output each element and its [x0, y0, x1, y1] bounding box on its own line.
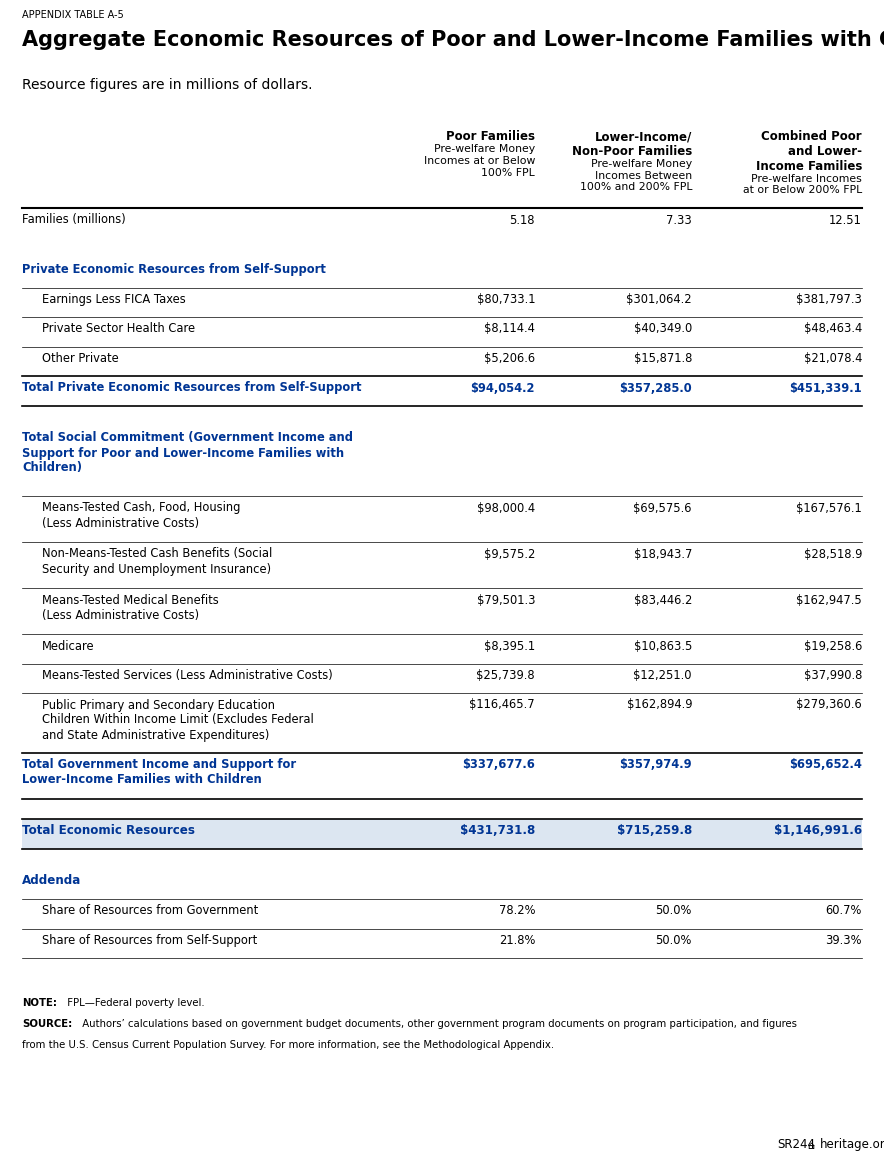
Text: Total Government Income and Support for
Lower-Income Families with Children: Total Government Income and Support for … [22, 759, 296, 787]
Text: Share of Resources from Self-Support: Share of Resources from Self-Support [42, 934, 257, 946]
Text: $12,251.0: $12,251.0 [634, 669, 692, 682]
Text: $162,894.9: $162,894.9 [627, 699, 692, 712]
Text: Earnings Less FICA Taxes: Earnings Less FICA Taxes [42, 293, 186, 306]
Text: Pre-welfare Incomes
at or Below 200% FPL: Pre-welfare Incomes at or Below 200% FPL [743, 174, 862, 195]
Text: $162,947.5: $162,947.5 [796, 594, 862, 607]
Text: Private Economic Resources from Self-Support: Private Economic Resources from Self-Sup… [22, 263, 326, 277]
Text: $19,258.6: $19,258.6 [804, 640, 862, 652]
Text: SR244: SR244 [777, 1138, 815, 1151]
Text: 60.7%: 60.7% [826, 904, 862, 917]
Text: Other Private: Other Private [42, 352, 118, 365]
Text: Addenda: Addenda [22, 874, 81, 887]
Text: Total Private Economic Resources from Self-Support: Total Private Economic Resources from Se… [22, 382, 362, 394]
Text: $357,285.0: $357,285.0 [620, 382, 692, 394]
Text: Lower-Income/
Non-Poor Families: Lower-Income/ Non-Poor Families [572, 130, 692, 158]
Text: $715,259.8: $715,259.8 [617, 825, 692, 838]
Text: Means-Tested Cash, Food, Housing
(Less Administrative Costs): Means-Tested Cash, Food, Housing (Less A… [42, 502, 240, 530]
Text: FPL—Federal poverty level.: FPL—Federal poverty level. [64, 998, 204, 1008]
Text: $25,739.8: $25,739.8 [476, 669, 535, 682]
Text: Total Social Commitment (Government Income and
Support for Poor and Lower-Income: Total Social Commitment (Government Inco… [22, 432, 353, 475]
Text: $431,731.8: $431,731.8 [460, 825, 535, 838]
Text: $79,501.3: $79,501.3 [476, 594, 535, 607]
Text: $167,576.1: $167,576.1 [796, 502, 862, 515]
Text: $94,054.2: $94,054.2 [470, 382, 535, 394]
Text: $8,114.4: $8,114.4 [484, 322, 535, 335]
Text: $69,575.6: $69,575.6 [634, 502, 692, 515]
Text: 50.0%: 50.0% [656, 934, 692, 946]
Text: Families (millions): Families (millions) [22, 214, 126, 226]
Text: $21,078.4: $21,078.4 [804, 352, 862, 365]
Text: APPENDIX TABLE A-5: APPENDIX TABLE A-5 [22, 11, 124, 20]
Text: $5,206.6: $5,206.6 [484, 352, 535, 365]
Text: $37,990.8: $37,990.8 [804, 669, 862, 682]
Text: NOTE:: NOTE: [22, 998, 57, 1008]
Text: 12.51: 12.51 [829, 214, 862, 226]
Text: Means-Tested Medical Benefits
(Less Administrative Costs): Means-Tested Medical Benefits (Less Admi… [42, 594, 218, 622]
Text: $83,446.2: $83,446.2 [634, 594, 692, 607]
Text: Non-Means-Tested Cash Benefits (Social
Security and Unemployment Insurance): Non-Means-Tested Cash Benefits (Social S… [42, 547, 272, 575]
Text: SOURCE:: SOURCE: [22, 1019, 72, 1029]
Text: Share of Resources from Government: Share of Resources from Government [42, 904, 258, 917]
Text: Authors’ calculations based on government budget documents, other government pro: Authors’ calculations based on governmen… [79, 1019, 797, 1029]
Text: Public Primary and Secondary Education
Children Within Income Limit (Excludes Fe: Public Primary and Secondary Education C… [42, 699, 314, 741]
Text: $8,395.1: $8,395.1 [484, 640, 535, 652]
Text: $9,575.2: $9,575.2 [484, 547, 535, 560]
Text: Medicare: Medicare [42, 640, 95, 652]
Text: from the U.S. Census Current Population Survey. For more information, see the Me: from the U.S. Census Current Population … [22, 1040, 554, 1050]
Text: $40,349.0: $40,349.0 [634, 322, 692, 335]
Text: $695,652.4: $695,652.4 [789, 759, 862, 771]
Text: heritage.org: heritage.org [820, 1138, 884, 1151]
Text: $337,677.6: $337,677.6 [462, 759, 535, 771]
Text: $381,797.3: $381,797.3 [796, 293, 862, 306]
Text: 7.33: 7.33 [667, 214, 692, 226]
Text: Combined Poor
and Lower-
Income Families: Combined Poor and Lower- Income Families [756, 130, 862, 173]
Text: Pre-welfare Money
Incomes Between
100% and 200% FPL: Pre-welfare Money Incomes Between 100% a… [580, 159, 692, 193]
Text: $301,064.2: $301,064.2 [627, 293, 692, 306]
Text: Pre-welfare Money
Incomes at or Below
100% FPL: Pre-welfare Money Incomes at or Below 10… [423, 145, 535, 177]
Text: 21.8%: 21.8% [499, 934, 535, 946]
Text: 39.3%: 39.3% [826, 934, 862, 946]
Text: 78.2%: 78.2% [499, 904, 535, 917]
Text: $279,360.6: $279,360.6 [796, 699, 862, 712]
Text: Total Economic Resources: Total Economic Resources [22, 825, 195, 838]
Text: $451,339.1: $451,339.1 [789, 382, 862, 394]
Text: $18,943.7: $18,943.7 [634, 547, 692, 560]
Text: $15,871.8: $15,871.8 [634, 352, 692, 365]
Text: Means-Tested Services (Less Administrative Costs): Means-Tested Services (Less Administrati… [42, 669, 332, 682]
Text: $80,733.1: $80,733.1 [476, 293, 535, 306]
Text: 50.0%: 50.0% [656, 904, 692, 917]
Text: $116,465.7: $116,465.7 [469, 699, 535, 712]
Bar [22, 819, 862, 850]
Text: 5.18: 5.18 [509, 214, 535, 226]
Text: $28,518.9: $28,518.9 [804, 547, 862, 560]
Text: $1,146,991.6: $1,146,991.6 [774, 825, 862, 838]
Text: Private Sector Health Care: Private Sector Health Care [42, 322, 195, 335]
Text: $98,000.4: $98,000.4 [476, 502, 535, 515]
Text: ⌂: ⌂ [807, 1141, 814, 1151]
Text: $10,863.5: $10,863.5 [634, 640, 692, 652]
Text: Resource figures are in millions of dollars.: Resource figures are in millions of doll… [22, 78, 313, 92]
Text: $357,974.9: $357,974.9 [620, 759, 692, 771]
Text: Aggregate Economic Resources of Poor and Lower-Income Families with Children: Aggregate Economic Resources of Poor and… [22, 30, 884, 50]
Text: $48,463.4: $48,463.4 [804, 322, 862, 335]
Text: Poor Families: Poor Families [446, 130, 535, 144]
